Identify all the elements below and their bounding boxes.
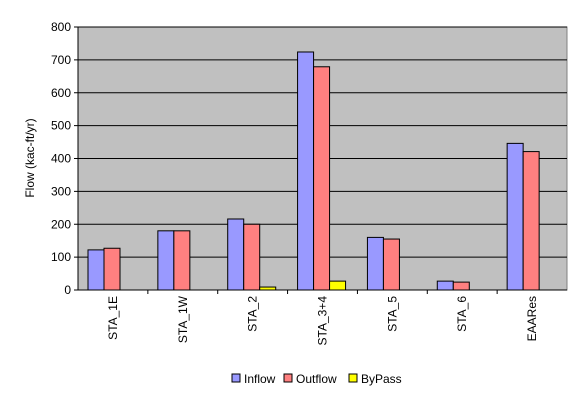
legend-swatch-outflow bbox=[283, 373, 293, 383]
bar-bypass-sta_3+4 bbox=[329, 280, 347, 291]
legend-label-inflow: Inflow bbox=[244, 372, 276, 386]
x-category-label: EAARes bbox=[525, 296, 539, 341]
bar-outflow-sta_3+4 bbox=[313, 66, 331, 291]
bar-inflow-sta_1w bbox=[157, 230, 175, 291]
axes bbox=[74, 26, 567, 294]
bar-outflow-eaares bbox=[522, 151, 540, 291]
y-tick-label: 100 bbox=[51, 250, 71, 264]
bar-outflow-sta_5 bbox=[382, 238, 400, 291]
bar-inflow-sta_5 bbox=[366, 236, 384, 291]
x-category-label: STA_3+4 bbox=[316, 296, 330, 346]
legend-label-bypass: ByPass bbox=[361, 372, 402, 386]
x-category-label: STA_1E bbox=[106, 296, 120, 340]
bar-outflow-sta_6 bbox=[452, 281, 470, 291]
legend: Inflow Outflow ByPass bbox=[231, 372, 402, 386]
bar-inflow-sta_2 bbox=[227, 218, 245, 291]
bar-inflow-sta_6 bbox=[436, 280, 454, 291]
y-tick-label: 700 bbox=[51, 53, 71, 67]
bar-inflow-sta_1e bbox=[87, 249, 105, 291]
x-category-labels: STA_1E STA_1W STA_2 STA_3+4 STA_5 STA_6 EAARes bbox=[106, 295, 539, 345]
y-axis-title: Flow (kac-ft/yr) bbox=[23, 118, 37, 197]
y-tick-label: 300 bbox=[51, 184, 71, 198]
bar-inflow-sta_3+4 bbox=[297, 51, 315, 291]
y-tick-label: 500 bbox=[51, 119, 71, 133]
bar-outflow-sta_2 bbox=[243, 223, 261, 291]
legend-swatch-inflow bbox=[231, 373, 241, 383]
y-tick-label: 0 bbox=[64, 283, 71, 297]
bar-inflow-eaares bbox=[506, 142, 524, 291]
x-category-label: STA_2 bbox=[246, 296, 260, 332]
y-tick-label: 200 bbox=[51, 217, 71, 231]
y-tick-label: 400 bbox=[51, 152, 71, 166]
x-category-label: STA_1W bbox=[176, 295, 190, 343]
bar-outflow-sta_1e bbox=[103, 247, 121, 291]
legend-swatch-bypass bbox=[348, 373, 358, 383]
y-tick-labels: 0 100 200 300 400 500 600 700 800 bbox=[51, 20, 71, 297]
bar-outflow-sta_1w bbox=[173, 230, 191, 291]
y-tick-label: 600 bbox=[51, 86, 71, 100]
legend-label-outflow: Outflow bbox=[296, 372, 337, 386]
x-category-label: STA_5 bbox=[385, 296, 399, 332]
x-category-label: STA_6 bbox=[455, 296, 469, 332]
y-tick-label: 800 bbox=[51, 20, 71, 34]
